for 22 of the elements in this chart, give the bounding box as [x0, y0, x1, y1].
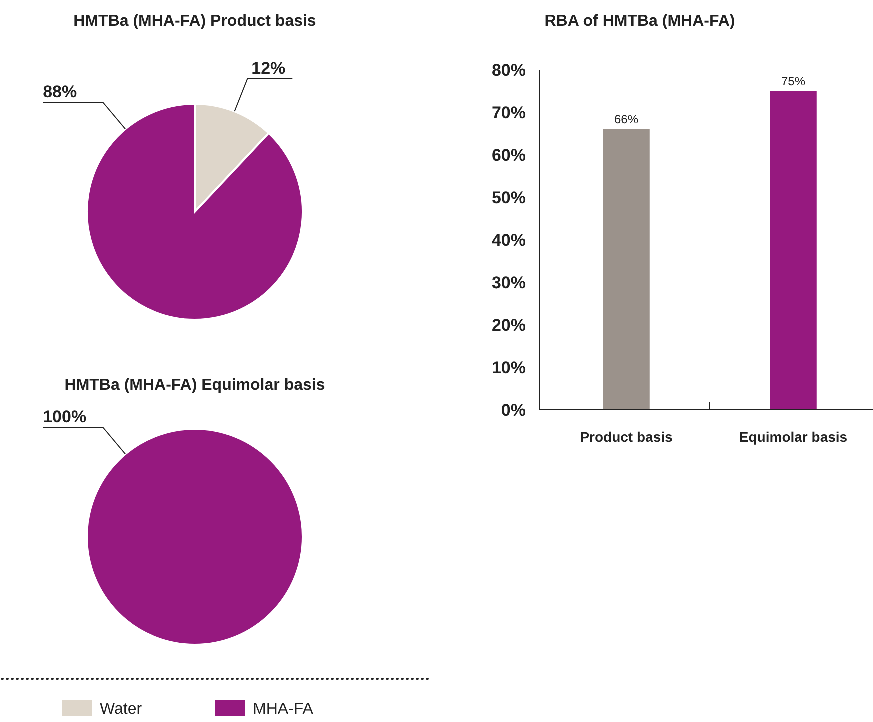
chart-title: HMTBa (MHA-FA) Equimolar basis	[64, 377, 326, 394]
y-tick-label: 50%	[492, 188, 526, 208]
pie-slice	[86, 103, 304, 321]
chart-title: HMTBa (MHA-FA) Product basis	[74, 13, 316, 30]
data-label: 75%	[781, 74, 806, 88]
y-tick-label: 60%	[492, 146, 526, 165]
y-tick-label: 20%	[492, 316, 526, 335]
y-tick-label: 0%	[501, 401, 526, 420]
data-label: 100%	[43, 407, 87, 426]
data-label: 12%	[252, 59, 286, 78]
chart-title: RBA of HMTBa (MHA-FA)	[544, 13, 736, 30]
y-tick-label: 10%	[492, 358, 526, 378]
legend-label: MHA-FA	[253, 701, 314, 718]
y-tick-label: 30%	[492, 274, 526, 292]
legend-label: Water	[100, 701, 143, 718]
data-label: 88%	[43, 82, 78, 102]
x-tick-label: Equimolar basis	[739, 429, 848, 445]
data-label: 66%	[614, 112, 639, 126]
y-tick-label: 70%	[492, 104, 526, 122]
y-tick-label: 40%	[492, 231, 526, 250]
x-tick-label: Product basis	[580, 429, 673, 445]
y-tick-label: 80%	[492, 61, 526, 80]
